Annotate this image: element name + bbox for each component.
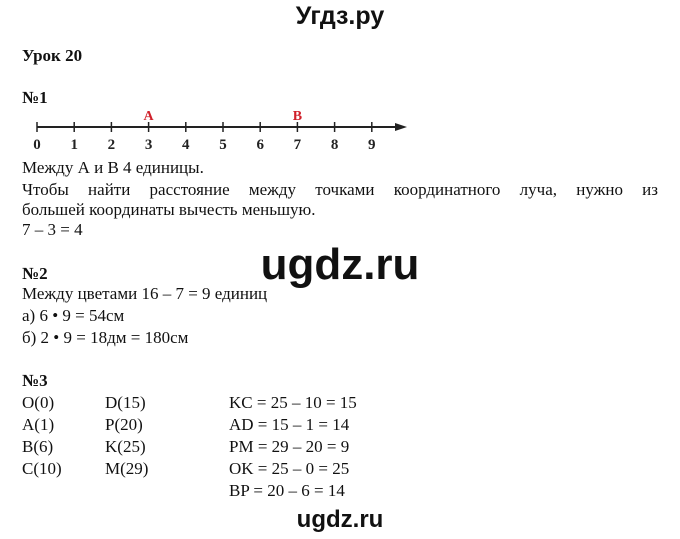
distance-equation: KC = 25 – 10 = 15 [229, 393, 357, 412]
task1-title: №1 [22, 88, 48, 107]
tick-label: 4 [182, 137, 190, 153]
tick-label: 9 [368, 137, 376, 153]
arrow-head [395, 123, 407, 131]
distance-equation: AD = 15 – 1 = 14 [229, 415, 350, 434]
task1-line: большей координаты вычесть меньшую. [22, 200, 316, 219]
task2-title: №2 [22, 264, 48, 283]
tick-label: 0 [33, 137, 41, 153]
tick-label: 3 [145, 137, 153, 153]
point-coordinate: C(10) [22, 459, 62, 478]
tick-label: 6 [256, 137, 264, 153]
task1-line: Между А и В 4 единицы. [22, 158, 204, 177]
task1-line: 7 – 3 = 4 [22, 220, 83, 239]
task2-line: б) 2 • 9 = 18дм = 180см [22, 328, 189, 347]
task2-line: а) 6 • 9 = 54см [22, 306, 125, 325]
point-coordinate: K(25) [105, 437, 146, 456]
distance-equation: BP = 20 – 6 = 14 [229, 481, 345, 500]
task1-line: Чтобы найти расстояние между точками коо… [22, 180, 658, 199]
point-coordinate: A(1) [22, 415, 55, 434]
task3-title: №3 [22, 371, 48, 390]
watermark: ugdz.ru [260, 240, 420, 289]
site-header: Угдз.ру [295, 2, 385, 30]
point-coordinate: M(29) [105, 459, 149, 478]
point-coordinate: D(15) [105, 393, 146, 412]
point-coordinate: B(6) [22, 437, 54, 456]
tick-label: 2 [108, 137, 116, 153]
task2-line: Между цветами 16 – 7 = 9 единиц [22, 284, 268, 303]
point-coordinate: P(20) [105, 415, 143, 434]
point-label-B: B [293, 109, 302, 124]
lesson-title: Урок 20 [22, 46, 83, 65]
distance-equation: PM = 29 – 20 = 9 [229, 437, 350, 456]
tick-label: 5 [219, 137, 227, 153]
tick-label: 7 [294, 137, 302, 153]
point-label-A: A [144, 109, 155, 124]
distance-equation: OK = 25 – 0 = 25 [229, 459, 350, 478]
number-line: 0 1 2 3 4 5 6 7 8 9 A B [33, 109, 407, 153]
tick-label: 8 [331, 137, 339, 153]
point-coordinate: O(0) [22, 393, 55, 412]
tick-label: 1 [70, 137, 78, 153]
footer-watermark: ugdz.ru [296, 506, 384, 533]
